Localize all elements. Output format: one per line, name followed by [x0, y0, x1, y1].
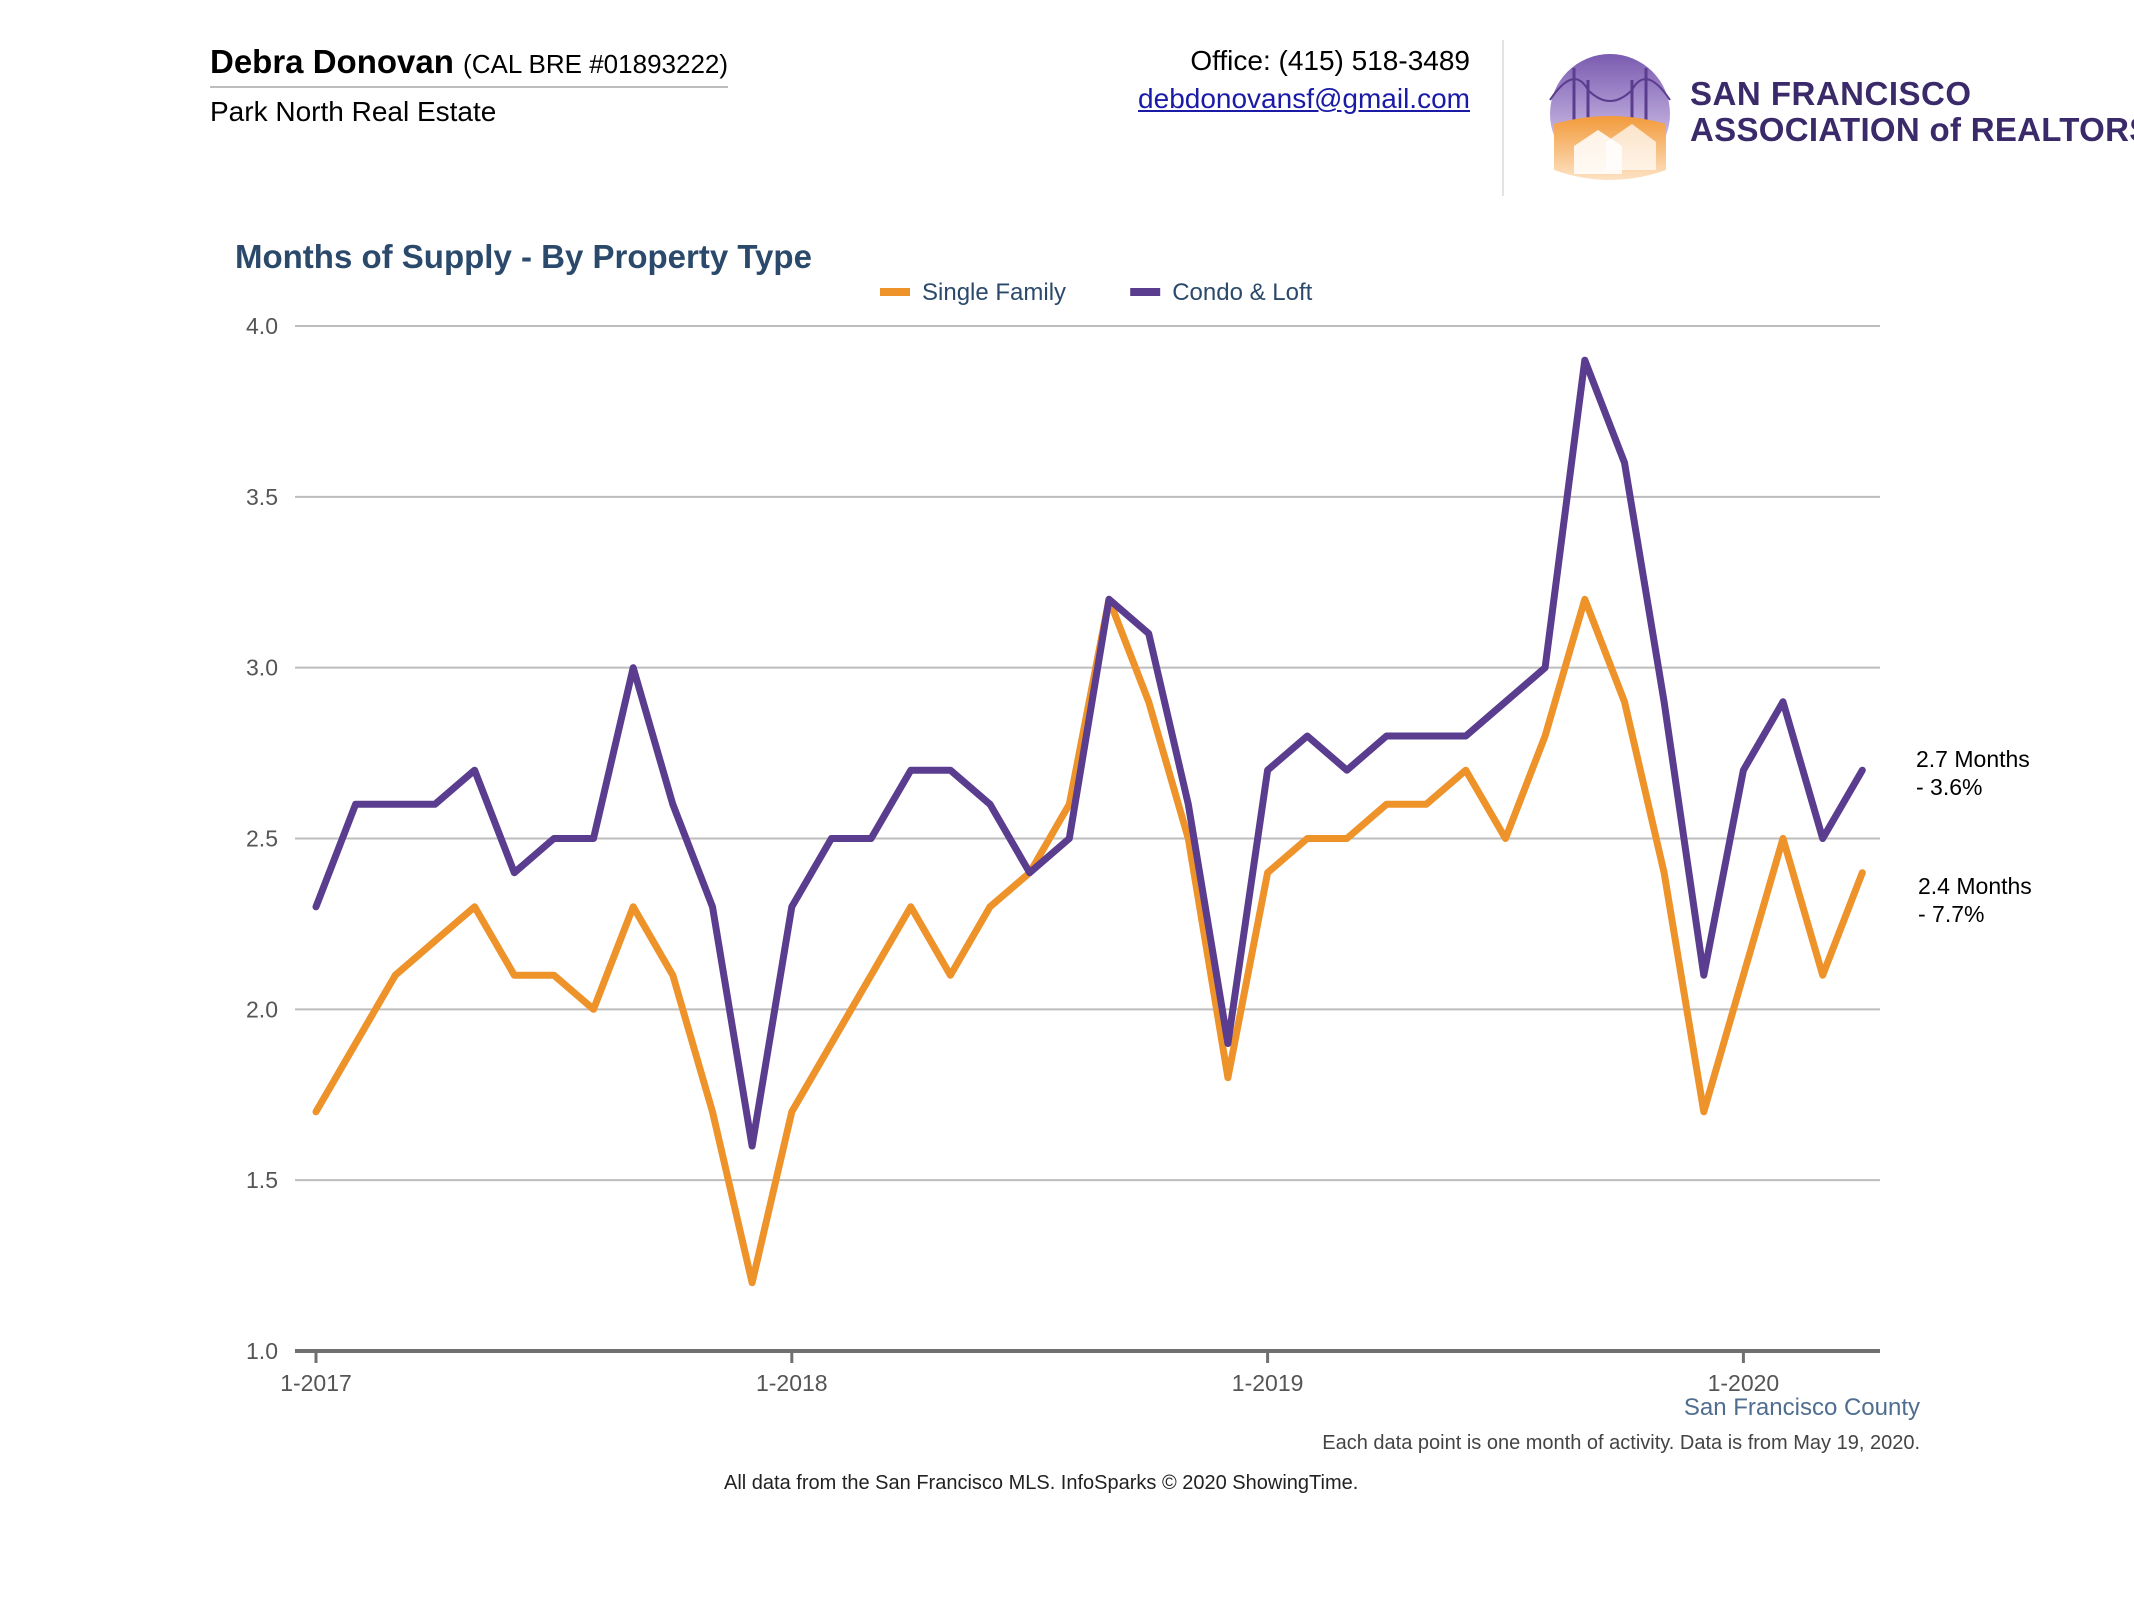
x-tick-label: 1-2019 [1232, 1370, 1304, 1396]
end-label-change-single-family: - 7.7% [1918, 901, 1984, 927]
end-label-value-single-family: 2.4 Months [1918, 873, 2032, 899]
county-label: San Francisco County [1683, 1394, 1920, 1421]
series-line-condo-loft [312, 356, 1866, 1150]
y-tick-label: 3.0 [246, 655, 278, 681]
agent-info: Debra Donovan (CAL BRE #01893222) Park N… [210, 42, 729, 128]
office-phone: Office: (415) 518-3489 [1190, 45, 1470, 76]
y-tick-label: 2.0 [246, 996, 278, 1022]
header-divider [1502, 40, 1504, 196]
logo-line-1: SAN FRANCISCO [1690, 75, 1972, 112]
legend-label-condo-loft: Condo & Loft [1172, 279, 1312, 306]
association-logo: SAN FRANCISCO ASSOCIATION of REALTORS® [1540, 50, 2134, 190]
y-tick-label: 4.0 [246, 313, 278, 339]
x-tick-label: 1-2017 [280, 1370, 352, 1396]
agent-license: (CAL BRE #01893222) [463, 49, 729, 79]
end-label-value-condo-loft: 2.7 Months [1916, 746, 2030, 772]
legend-label-single-family: Single Family [922, 279, 1066, 306]
agent-name-block: Debra Donovan (CAL BRE #01893222) [210, 42, 729, 88]
x-tick-label: 1-2018 [756, 1370, 828, 1396]
x-tick-label: 1-2020 [1708, 1370, 1780, 1396]
y-tick-label: 1.0 [246, 1338, 278, 1364]
chart-title: Months of Supply - By Property Type [235, 238, 812, 275]
brokerage-name: Park North Real Estate [210, 96, 497, 127]
data-source: All data from the San Francisco MLS. Inf… [724, 1472, 1359, 1494]
y-tick-label: 1.5 [246, 1167, 278, 1193]
logo-line-2: ASSOCIATION of REALTORS® [1690, 111, 2134, 148]
email-link[interactable]: debdonovansf@gmail.com [1138, 83, 1470, 114]
y-tick-label: 2.5 [246, 826, 278, 852]
agent-name: Debra Donovan [210, 43, 454, 80]
logo-emblem-icon [1549, 54, 1671, 180]
y-tick-label: 3.5 [246, 484, 278, 510]
data-note: Each data point is one month of activity… [1322, 1432, 1920, 1454]
contact-info: Office: (415) 518-3489 debdonovansf@gmai… [1138, 42, 1470, 118]
logo-text: SAN FRANCISCO ASSOCIATION of REALTORS® [1690, 76, 2134, 148]
end-label-change-condo-loft: - 3.6% [1916, 774, 1982, 800]
